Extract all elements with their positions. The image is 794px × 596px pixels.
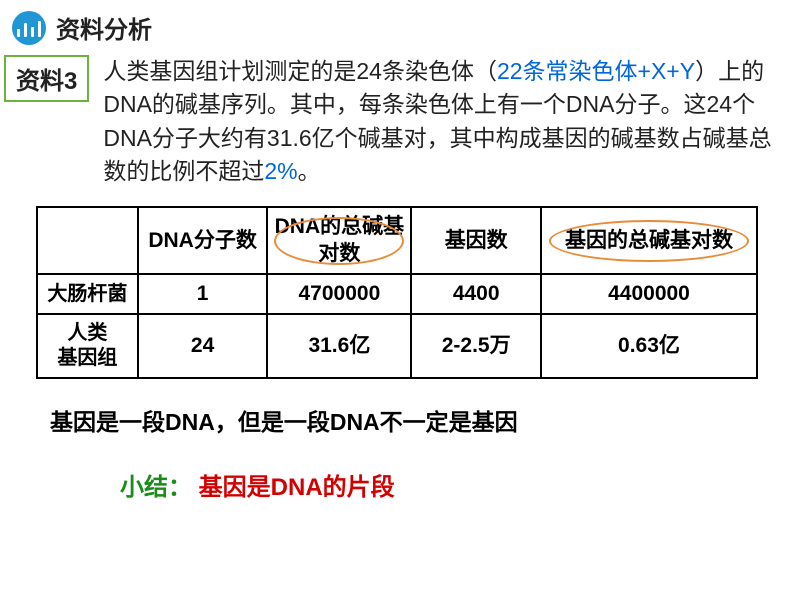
table-row: 大肠杆菌 1 4700000 4400 4400000 bbox=[37, 274, 757, 314]
data-table-wrap: DNA分子数 DNA的总碱基对数 基因数 基因的总碱基对数 大肠杆菌 1 470… bbox=[0, 188, 794, 379]
row2-c2: 24 bbox=[138, 314, 268, 378]
table-row: 人类 基因组 24 31.6亿 2-2.5万 0.63亿 bbox=[37, 314, 757, 378]
row2-c3: 31.6亿 bbox=[267, 314, 411, 378]
row1-label: 大肠杆菌 bbox=[37, 274, 138, 314]
th-blank bbox=[37, 207, 138, 274]
section-badge: 资料3 bbox=[4, 55, 89, 102]
row2-label-b: 基因组 bbox=[57, 347, 117, 369]
table-header-row: DNA分子数 DNA的总碱基对数 基因数 基因的总碱基对数 bbox=[37, 207, 757, 274]
row2-label: 人类 基因组 bbox=[37, 314, 138, 378]
row1-c3: 4700000 bbox=[267, 274, 411, 314]
content-row: 资料3 人类基因组计划测定的是24条染色体（22条常染色体+X+Y）上的DNA的… bbox=[0, 51, 794, 188]
th-gene-base-pairs: 基因的总碱基对数 bbox=[541, 207, 757, 274]
conclusion-text: 基因是一段DNA，但是一段DNA不一定是基因 bbox=[0, 379, 794, 437]
bar-chart-icon bbox=[17, 19, 41, 37]
para-highlight-1: 22条常染色体+X+Y bbox=[497, 58, 695, 84]
analysis-icon bbox=[12, 11, 46, 45]
th-base-pairs-label: DNA的总碱基对数 bbox=[275, 215, 405, 264]
th-gene-base-pairs-label: 基因的总碱基对数 bbox=[565, 229, 733, 252]
row2-c4: 2-2.5万 bbox=[411, 314, 541, 378]
summary-line: 小结： 基因是DNA的片段 bbox=[0, 437, 794, 502]
row1-c4: 4400 bbox=[411, 274, 541, 314]
para-highlight-2: 2% bbox=[264, 158, 297, 184]
summary-text: 基因是DNA的片段 bbox=[199, 474, 395, 501]
row1-c5: 4400000 bbox=[541, 274, 757, 314]
row2-label-a: 人类 bbox=[67, 322, 107, 344]
header: 资料分析 bbox=[0, 0, 794, 51]
th-dna-count: DNA分子数 bbox=[138, 207, 268, 274]
header-title: 资料分析 bbox=[56, 10, 152, 45]
main-paragraph: 人类基因组计划测定的是24条染色体（22条常染色体+X+Y）上的DNA的碱基序列… bbox=[103, 55, 794, 188]
th-base-pairs: DNA的总碱基对数 bbox=[267, 207, 411, 274]
data-table: DNA分子数 DNA的总碱基对数 基因数 基因的总碱基对数 大肠杆菌 1 470… bbox=[36, 206, 758, 379]
row1-c2: 1 bbox=[138, 274, 268, 314]
summary-label: 小结： bbox=[120, 474, 199, 501]
th-gene-count: 基因数 bbox=[411, 207, 541, 274]
para-seg-3: 。 bbox=[298, 158, 321, 184]
row2-c5: 0.63亿 bbox=[541, 314, 757, 378]
para-seg-1: 人类基因组计划测定的是24条染色体（ bbox=[103, 58, 497, 84]
